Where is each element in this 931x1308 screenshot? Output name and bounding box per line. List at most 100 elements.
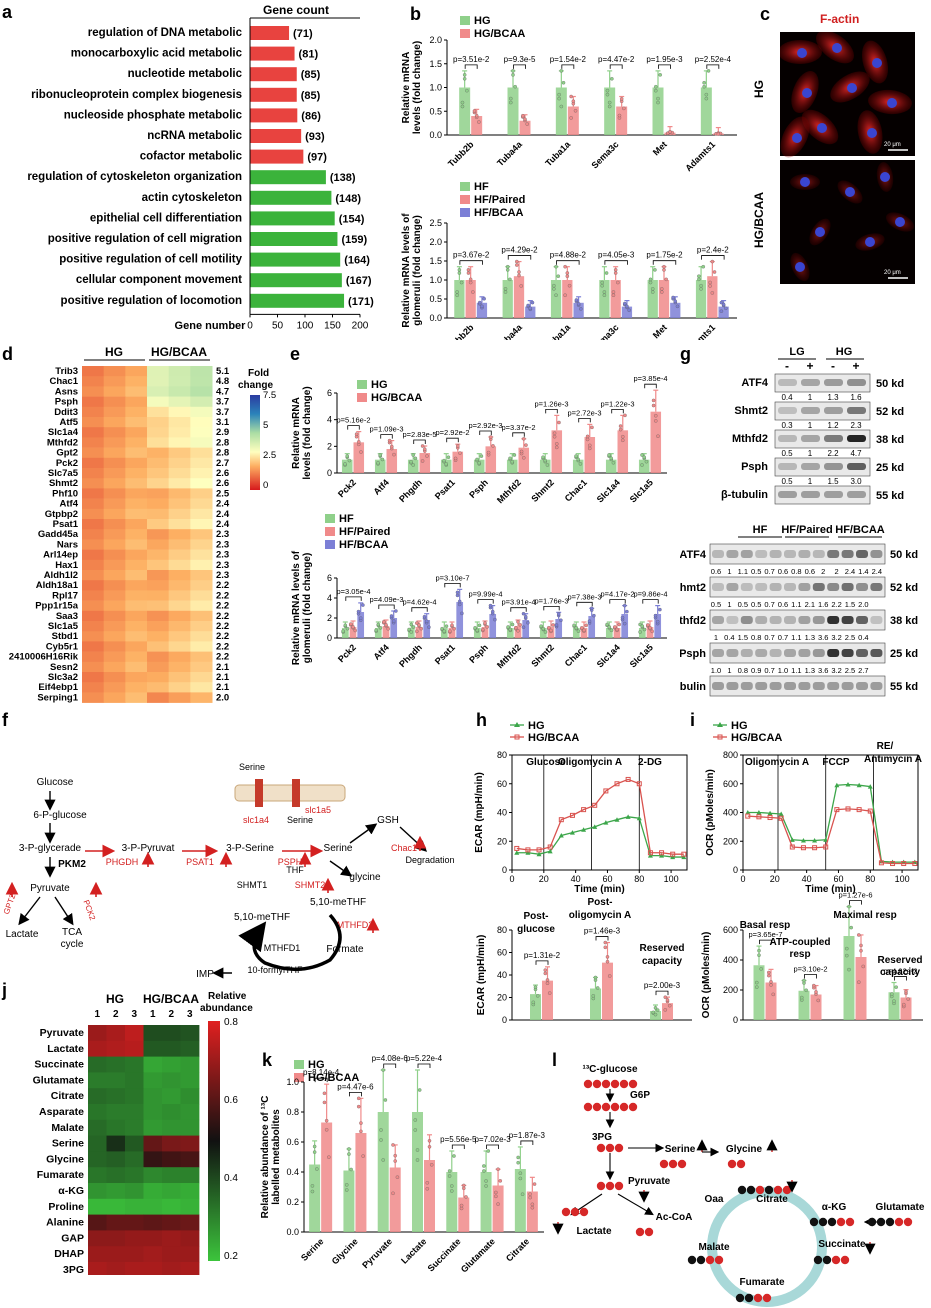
panel-j-cell bbox=[125, 1135, 144, 1152]
panel-h-bottom-dot bbox=[655, 1008, 660, 1012]
panel-j-cell bbox=[88, 1167, 107, 1184]
panel-j-cell bbox=[88, 1104, 107, 1121]
panel-e-bottom-dot bbox=[521, 625, 526, 629]
panel-k-dot bbox=[447, 1169, 452, 1173]
panel-i-bottom-pvalue: p=3.10e-2 bbox=[794, 965, 828, 974]
panel-d-cell bbox=[190, 457, 213, 469]
panel-i-top-point bbox=[745, 813, 751, 819]
pathway-node-3p-glycerade: 3-P-glycerade bbox=[19, 843, 82, 854]
panel-j-cell bbox=[143, 1135, 163, 1152]
panel-h-bottom-dot bbox=[543, 971, 548, 976]
panel-d-gene-label: Atf5 bbox=[60, 417, 79, 428]
panel-f-pathway-diagram: Glucose6-P-glucose3-P-glyceradePKM2Pyruv… bbox=[2, 762, 455, 980]
panel-g-quant: 1.3 bbox=[827, 393, 839, 402]
panel-e-top-dot bbox=[524, 443, 528, 447]
panel-d-cell bbox=[125, 427, 148, 438]
panel-k-ytick-label: 0.0 bbox=[286, 1227, 299, 1237]
panel-b-top-sig-bracket bbox=[561, 64, 575, 69]
panel-e-top-bar bbox=[551, 430, 563, 473]
pathway-node-10-formylthf: 10-formylTHF bbox=[247, 965, 303, 975]
panel-a-count-label: (159) bbox=[341, 234, 367, 246]
pathway-enzyme-mthfd1: MTHFD1 bbox=[264, 943, 301, 953]
panel-d-cell bbox=[168, 447, 191, 459]
panel-a-term-label: epithelial cell differentiation bbox=[90, 212, 242, 224]
panel-d-cell bbox=[147, 508, 170, 520]
panel-i-top-point bbox=[823, 844, 829, 850]
panel-d-gene-label: Slc7a5 bbox=[48, 468, 79, 479]
panel-i-top-ytick-label: 800 bbox=[723, 750, 738, 760]
panel-g-band bbox=[827, 550, 840, 558]
panel-k-dot bbox=[413, 1118, 418, 1122]
panel-g-quant: 2.4 bbox=[872, 567, 882, 576]
panel-k-dot bbox=[413, 1128, 418, 1132]
panel-e-bottom-dot bbox=[356, 609, 361, 614]
panel-e-bottom-dot bbox=[642, 627, 647, 632]
panel-d-fc-label: 4.7 bbox=[216, 386, 229, 397]
panel-e-top-dot bbox=[357, 440, 361, 444]
panel-g-band bbox=[812, 682, 825, 690]
panel-h-bottom-dot bbox=[651, 1010, 656, 1015]
panel-d-cell bbox=[168, 621, 191, 632]
panel-d-cell bbox=[103, 559, 126, 571]
panel-d-gene-label: Ddit3 bbox=[54, 407, 78, 418]
panel-h-event-glucose: Glucose bbox=[526, 757, 566, 768]
tracing-bead-serine bbox=[668, 1159, 678, 1169]
panel-d-fc-label: 3.7 bbox=[216, 397, 229, 408]
panel-k-dot bbox=[356, 1096, 361, 1101]
panel-g-quant: 1.4 bbox=[858, 567, 868, 576]
panel-e-top-bar bbox=[605, 459, 617, 473]
panel-d-fc-label: 2.2 bbox=[216, 580, 229, 591]
panel-h-bottom-bar bbox=[542, 980, 553, 1020]
panel-d-cell bbox=[168, 366, 191, 377]
panel-j-cell bbox=[162, 1262, 181, 1275]
tracing-bead-malate bbox=[687, 1255, 697, 1265]
panel-b-bottom-dot bbox=[675, 304, 680, 309]
panel-g-band bbox=[726, 649, 739, 657]
panel-d-fc-label: 2.2 bbox=[216, 601, 229, 612]
tracing-bead-succinate bbox=[813, 1255, 823, 1265]
tracing-bead-accoa bbox=[635, 1227, 645, 1237]
panel-e-top-dot bbox=[380, 457, 385, 462]
panel-k-dot bbox=[484, 1179, 488, 1183]
panel-j-metabolite-label: Citrate bbox=[51, 1090, 84, 1102]
panel-a-bar bbox=[250, 129, 302, 143]
panel-b-bottom-dot bbox=[567, 283, 572, 288]
panel-e-bottom-pvalue: p=1.76e-3 bbox=[535, 596, 569, 605]
panel-d-cell bbox=[190, 682, 213, 693]
panel-i-bottom-bar bbox=[765, 982, 777, 1020]
panel-h-bottom-pvalue: p=2.00e-3 bbox=[644, 981, 681, 990]
panel-d-cell bbox=[82, 559, 105, 571]
panel-d-cell bbox=[168, 580, 191, 591]
panel-j-cell bbox=[180, 1025, 200, 1042]
panel-e-top-dot bbox=[425, 454, 429, 458]
panel-i-bottom-sig-bracket bbox=[759, 939, 772, 945]
panel-j-cell bbox=[162, 1072, 181, 1089]
panel-b-bottom-dot bbox=[602, 293, 607, 297]
panel-b-bottom-bar bbox=[476, 302, 488, 318]
panel-d-gene-label: Eif4ebp1 bbox=[38, 682, 78, 693]
panel-d-fc-label: 2.0 bbox=[216, 692, 229, 703]
panel-b-bottom-pvalue: p=4.29e-2 bbox=[501, 246, 538, 255]
panel-b-top-pvalue: p=1.95e-3 bbox=[646, 55, 683, 64]
panel-b-top-dot bbox=[716, 132, 721, 136]
panel-i-bottom-dot bbox=[767, 970, 771, 975]
panel-d-cell bbox=[82, 437, 105, 448]
panel-b-top-legend-label: HG bbox=[474, 15, 491, 27]
panel-d-gene-label: Gpt2 bbox=[56, 448, 78, 459]
panel-b-top-sig-bracket bbox=[464, 64, 478, 69]
panel-g-blot-frame bbox=[709, 543, 886, 565]
tracing-bead-g6p bbox=[628, 1102, 638, 1112]
panel-a-bar bbox=[250, 170, 326, 185]
panel-i-top-point bbox=[856, 782, 862, 788]
panel-g-band bbox=[827, 583, 840, 591]
panel-g-blot-frame bbox=[709, 675, 886, 697]
panel-e-bottom-dot bbox=[554, 623, 559, 627]
panel-d-cell bbox=[147, 682, 170, 693]
panel-d-cell bbox=[190, 437, 213, 448]
panel-h-bottom-dot bbox=[603, 940, 608, 945]
pathway-arrow bbox=[349, 823, 378, 844]
panel-label-h: h bbox=[476, 710, 487, 730]
panel-j-cell bbox=[180, 1183, 200, 1200]
panel-c-nucleus-hg bbox=[887, 98, 897, 108]
panel-b-top-legend-label: HG/BCAA bbox=[474, 28, 525, 40]
